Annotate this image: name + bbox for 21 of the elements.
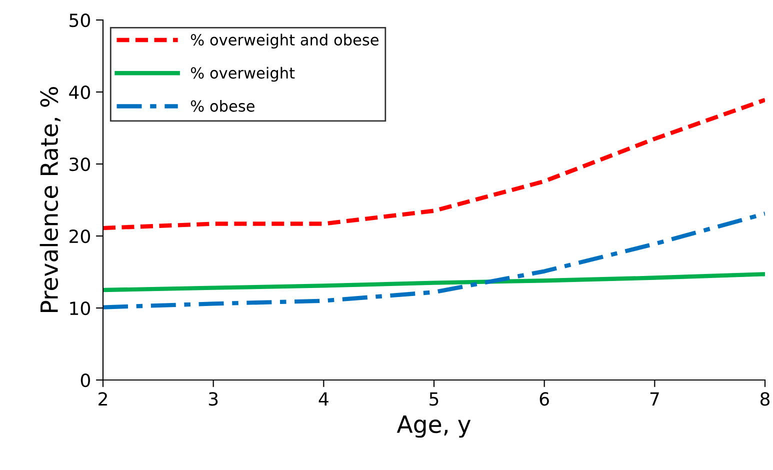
y-tick-label: 0 [80,373,90,388]
line-series [103,98,765,230]
x-tick-label: 4 [318,392,328,406]
legend-label: % overweight [190,66,295,82]
y-tick-label: 20 [70,229,90,244]
legend-label: % overweight and obese [190,34,378,49]
x-tick-label: 8 [760,392,770,406]
x-tick-label: 2 [98,392,107,406]
x-tick-label: 5 [430,392,438,406]
y-axis-title: Prevalence Rate, % [40,87,60,312]
x-axis-title: Age, y [396,416,471,438]
y-tick-label: 40 [69,85,90,100]
x-tick-label: 6 [540,392,549,406]
y-tick-label: 10 [70,301,90,316]
legend-label: % obese [190,100,254,112]
line-series [103,212,765,310]
x-tick-label: 3 [208,392,218,406]
y-tick-label: 30 [70,157,90,172]
line-series [103,272,765,292]
x-tick-label: 7 [650,392,659,406]
y-tick-label: 50 [70,13,90,28]
